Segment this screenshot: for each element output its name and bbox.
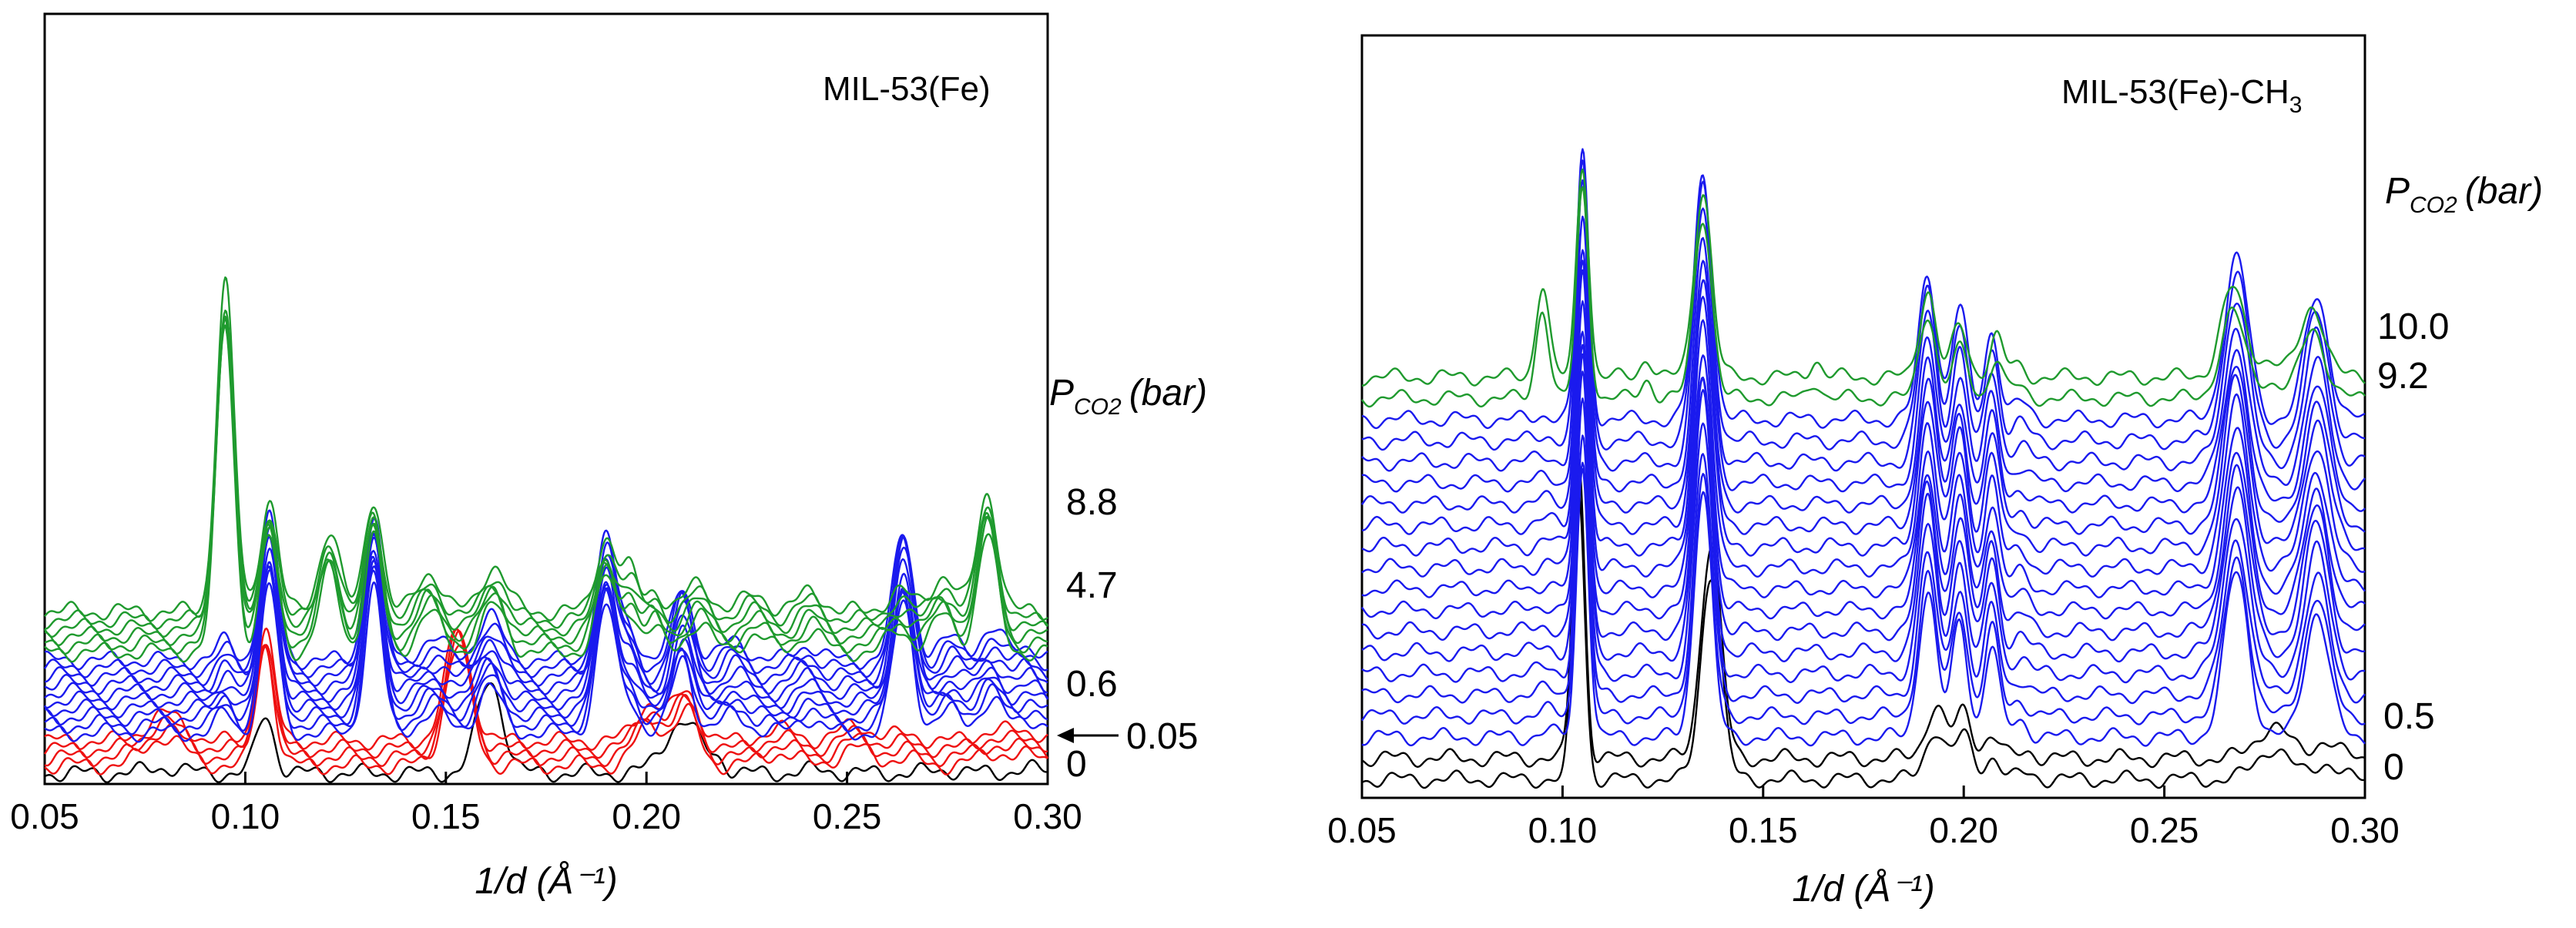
arrow-head [1057, 728, 1074, 743]
trace-green-1 [1361, 186, 2366, 408]
trace-label-4-7: 4.7 [1066, 565, 1118, 606]
trace-red-2 [44, 630, 1049, 767]
pressure-label-p: P [1049, 373, 1074, 414]
pressure-label-unit-right: (bar) [2465, 171, 2543, 212]
trace-blue-13 [1361, 216, 2366, 493]
pressure-label-right: PCO2 (bar) [2385, 171, 2543, 218]
xtick-label: 0.05 [1327, 810, 1397, 850]
xtick-label: 0.20 [1929, 810, 1998, 850]
trace-blue-2 [1361, 461, 2366, 725]
panel-label-right-sub: 3 [2289, 92, 2303, 118]
trace-red-3 [44, 628, 1048, 759]
trace-blue-6 [1361, 353, 2366, 642]
trace-blue-4 [43, 559, 1049, 719]
trace-blue-9 [43, 525, 1048, 678]
xtick-label: 0.15 [1729, 810, 1798, 850]
xtick-label: 0.30 [2330, 810, 2400, 850]
trace-blue-9 [1361, 300, 2366, 578]
pressure-label-p-right: P [2385, 171, 2410, 212]
trace-blue-4 [1361, 397, 2366, 684]
panel-label-right-main: MIL-53(Fe)-CH [2061, 73, 2289, 111]
plot-frame-left [43, 12, 1049, 786]
traces-left [43, 276, 1049, 784]
trace-red-4 [44, 627, 1048, 751]
panel-label-left: MIL-53(Fe) [823, 70, 991, 108]
xtick-label: 0.30 [1013, 796, 1082, 836]
trace-blue-8 [1361, 330, 2366, 598]
trace-label-0-right: 0 [2383, 747, 2404, 788]
trace-label-0-5: 0.5 [2383, 696, 2435, 737]
pressure-label-unit: (bar) [1129, 373, 1207, 414]
trace-green-6 [44, 276, 1048, 622]
trace-green-2 [1361, 168, 2366, 387]
trace-blue-7 [1361, 343, 2366, 620]
trace-red-1 [44, 644, 1048, 776]
trace-label-8-8: 8.8 [1066, 482, 1118, 523]
x-axis-label-right: 1/d (Å⁻¹) [1792, 869, 1934, 910]
trace-blue-8 [45, 532, 1048, 687]
panel-label-right: MIL-53(Fe)-CH3 [2061, 73, 2302, 118]
xtick-label: 0.10 [1528, 810, 1598, 850]
x-axis-label-left: 1/d (Å⁻¹) [475, 861, 617, 902]
trace-blue-3 [44, 561, 1048, 727]
pressure-label-sub-right: CO2 [2410, 193, 2457, 218]
trace-blue-14 [1361, 179, 2366, 472]
xtick-label: 0.25 [2130, 810, 2199, 850]
trace-label-9-2: 9.2 [2377, 356, 2429, 397]
trace-blue-10 [1361, 269, 2366, 557]
trace-black-2 [1361, 458, 2366, 769]
xtick-label: 0.20 [612, 796, 681, 836]
trace-blue-16 [1361, 148, 2366, 430]
panel-left: 0.05 0.10 0.15 0.20 0.25 0.30 MIL-53(Fe) 1/d … [10, 12, 1207, 902]
traces-right [1361, 148, 2366, 789]
trace-blue-11 [1362, 260, 2366, 535]
arrow-0-05: 0.05 [1057, 716, 1198, 757]
trace-label-0: 0 [1066, 744, 1087, 785]
xtick-label: 0.15 [411, 796, 481, 836]
trace-blue-10 [44, 509, 1048, 671]
trace-label-10-0: 10.0 [2377, 307, 2449, 347]
pressure-label-left: PCO2 (bar) [1049, 373, 1207, 420]
xtick-label: 0.10 [211, 796, 280, 836]
trace-blue-2 [44, 568, 1048, 735]
trace-blue-15 [1361, 159, 2366, 451]
trace-black-1 [1361, 490, 2366, 789]
trace-blue-1 [44, 581, 1048, 743]
xticks-left: 0.05 0.10 0.15 0.20 0.25 0.30 [10, 772, 1082, 836]
trace-label-0-05: 0.05 [1126, 716, 1198, 757]
xtick-label: 0.05 [10, 796, 79, 836]
panel-right: 0.05 0.10 0.15 0.20 0.25 0.30 MIL-53(Fe)-CH3 … [1327, 34, 2543, 910]
trace-blue-5 [1361, 370, 2366, 663]
trace-blue-3 [1361, 434, 2366, 705]
trace-green-4 [44, 325, 1048, 638]
xticks-right: 0.05 0.10 0.15 0.20 0.25 0.30 [1327, 786, 2400, 850]
trace-blue-1 [1361, 467, 2366, 747]
xtick-label: 0.25 [813, 796, 882, 836]
trace-blue-12 [1361, 249, 2366, 514]
trace-blue-7 [44, 535, 1048, 695]
trace-label-0-6: 0.6 [1066, 664, 1118, 705]
pressure-label-sub: CO2 [1074, 394, 1122, 420]
